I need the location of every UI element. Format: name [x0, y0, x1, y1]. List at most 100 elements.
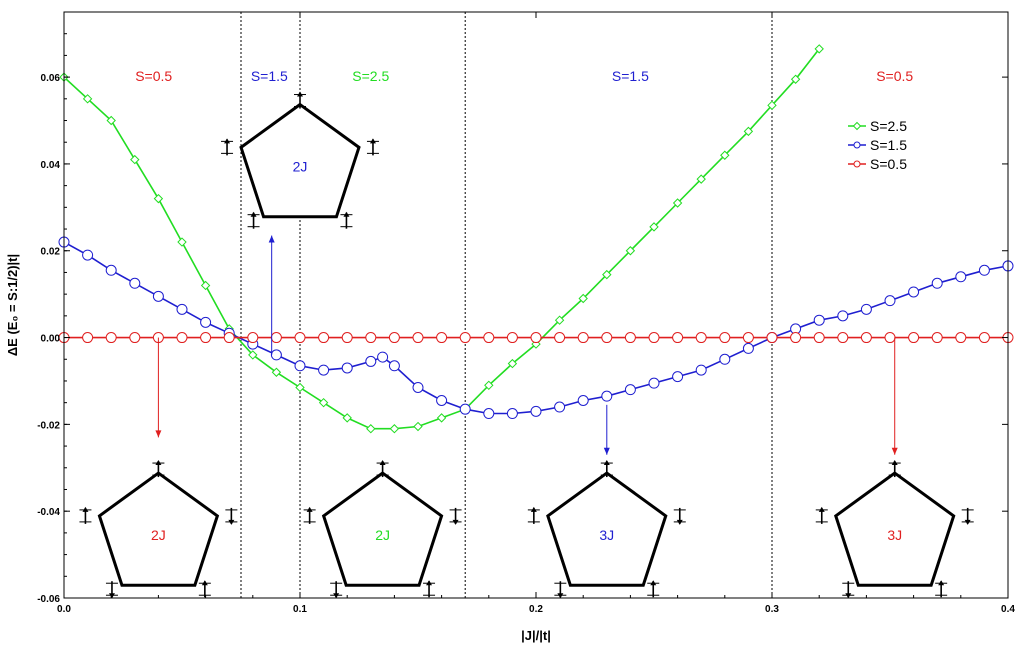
data-point: [767, 100, 777, 111]
data-point: [130, 154, 140, 165]
y-axis-label: ΔE (E₀ = S:1/2)|t|: [5, 254, 20, 356]
series-s15: [58, 236, 1014, 420]
legend-label: S=1.5: [870, 137, 907, 153]
data-point: [601, 332, 613, 344]
data-point: [176, 303, 188, 315]
spin-arrow: [554, 581, 567, 599]
data-point: [271, 367, 282, 377]
data-point: [719, 332, 731, 344]
data-point: [106, 115, 116, 126]
data-point: [177, 237, 187, 247]
data-point: [388, 360, 400, 372]
spin-arrow: [221, 138, 234, 156]
series-s25: [59, 44, 824, 434]
data-point: [82, 94, 93, 104]
spin-arrow: [888, 460, 901, 478]
data-point: [412, 332, 424, 344]
data-point: [884, 332, 896, 344]
data-point: [200, 280, 211, 291]
region-label: S=2.5: [352, 68, 389, 84]
data-point: [294, 360, 306, 372]
data-point: [884, 295, 896, 307]
pentagon-diagram: 3J: [527, 404, 686, 599]
data-point: [341, 362, 353, 374]
data-point: [578, 293, 588, 304]
data-point: [176, 332, 188, 344]
legend-label: S=2.5: [870, 118, 907, 134]
data-point: [837, 332, 849, 344]
data-point: [648, 377, 660, 389]
x-tick-label: 0.2: [529, 604, 543, 615]
x-tick-label: 0.0: [57, 604, 71, 615]
x-tick-label: 0.4: [1001, 604, 1015, 615]
spin-arrow: [294, 91, 306, 109]
pentagon-diagram: 2J: [303, 460, 462, 599]
data-point: [459, 403, 471, 415]
pentagon-diagram: 2J: [79, 337, 238, 599]
data-point: [814, 44, 824, 54]
pointer-arrow-head: [268, 235, 275, 243]
spin-arrow: [198, 580, 211, 598]
data-point: [672, 332, 684, 344]
spin-arrow: [152, 460, 165, 478]
data-point: [105, 264, 117, 276]
pointer-arrow-head: [891, 447, 898, 455]
data-point: [129, 332, 141, 344]
pointer-arrow-head: [155, 430, 162, 438]
spin-arrow: [423, 580, 436, 598]
data-point: [766, 332, 778, 344]
data-point: [459, 332, 471, 344]
x-tick-label: 0.3: [765, 604, 779, 615]
data-point: [554, 401, 566, 413]
spin-arrow: [527, 506, 540, 524]
y-tick-label: -0.02: [37, 420, 60, 431]
spin-arrow: [842, 581, 855, 599]
y-tick-label: 0.02: [41, 247, 61, 258]
data-point: [554, 332, 566, 344]
spin-arrow: [225, 507, 238, 525]
region-label: S=1.5: [612, 68, 649, 84]
data-point: [742, 342, 754, 354]
data-point: [601, 390, 613, 402]
data-point: [318, 332, 330, 344]
data-point: [577, 332, 589, 344]
data-point: [200, 332, 212, 344]
y-tick-label: 0.04: [41, 160, 61, 171]
data-point: [908, 286, 920, 298]
data-point: [436, 413, 447, 423]
data-point: [813, 314, 825, 326]
data-point: [813, 332, 825, 344]
data-point: [743, 126, 754, 137]
pentagon-label: 3J: [599, 527, 614, 543]
data-point: [931, 277, 943, 289]
data-point: [483, 332, 495, 344]
data-point: [955, 271, 967, 283]
y-tick-label: -0.06: [37, 594, 60, 605]
x-tick-label: 0.1: [293, 604, 307, 615]
y-tick-label: 0.06: [41, 73, 61, 84]
data-point: [247, 332, 259, 344]
data-point: [978, 264, 990, 276]
legend-marker: [853, 141, 861, 149]
data-point: [295, 382, 305, 393]
data-point: [153, 193, 164, 204]
data-point: [602, 269, 612, 280]
pentagon-diagram: 3J: [815, 337, 974, 599]
spin-arrow: [673, 507, 686, 525]
data-point: [695, 364, 707, 376]
spin-arrow: [600, 460, 613, 478]
data-point: [672, 371, 684, 383]
data-point: [742, 332, 754, 344]
data-point: [719, 353, 731, 365]
data-point: [413, 421, 423, 432]
data-point: [978, 332, 990, 344]
data-point: [790, 74, 801, 84]
pentagon-shape: [546, 471, 668, 587]
data-point: [625, 246, 636, 256]
data-point: [318, 397, 329, 408]
spin-arrow: [449, 507, 462, 525]
data-point: [483, 408, 495, 420]
data-point: [506, 332, 518, 344]
region-label: S=1.5: [251, 68, 288, 84]
data-point: [388, 332, 400, 344]
